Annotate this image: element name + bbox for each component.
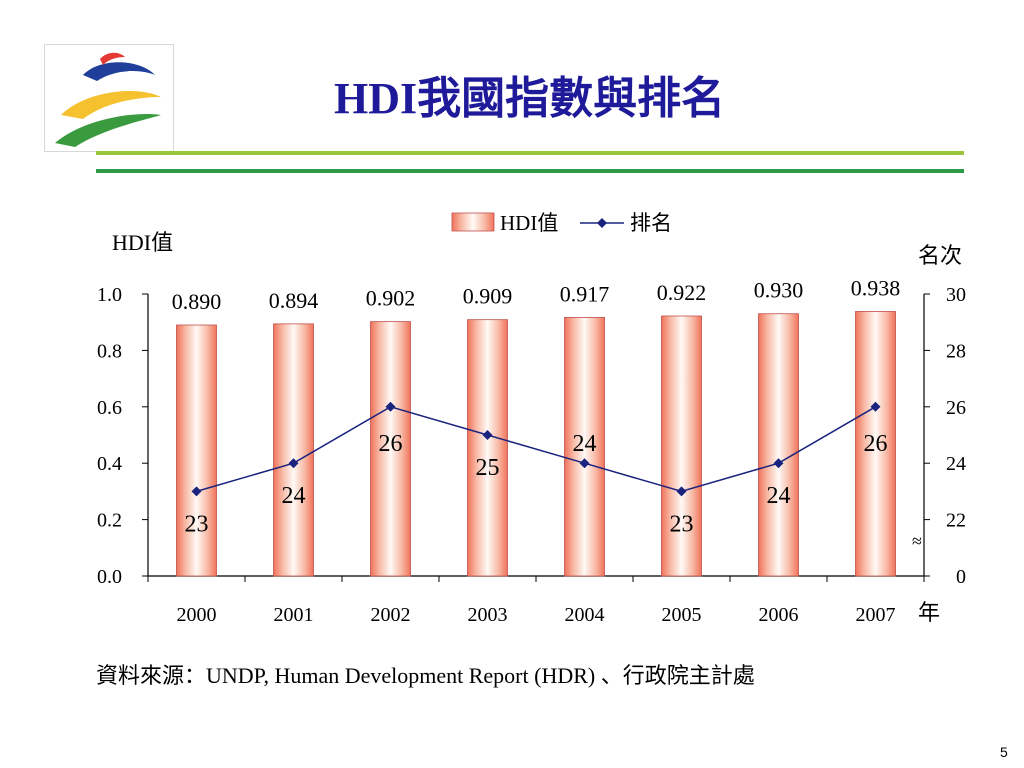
bar-value-label: 0.902 [366, 286, 416, 311]
legend-label-bar: HDI值 [500, 211, 558, 235]
x-tick-label: 2004 [565, 604, 605, 626]
bar [661, 315, 702, 577]
page-number: 5 [1000, 744, 1008, 760]
chart-axes: 0.0 0.2 0.4 0.6 0.8 1.0 HDI值 0 22 24 26 28 30 ≈ 名次 2000… [97, 230, 966, 626]
bar [370, 321, 411, 577]
y-tick-label-right: 26 [946, 397, 966, 419]
bar-value-label: 0.922 [657, 280, 707, 305]
page-title: HDI我國指數與排名 [334, 74, 726, 123]
y2-axis-title: 名次 [918, 243, 962, 268]
y-tick-label-left: 0.8 [97, 340, 122, 362]
rank-point [579, 458, 590, 469]
bar [855, 311, 896, 577]
y-tick-label-right: 24 [946, 453, 966, 475]
bar-series [176, 311, 896, 577]
bar [467, 319, 508, 577]
y-tick-label-left: 1.0 [97, 284, 122, 306]
x-tick-label: 2003 [468, 604, 508, 626]
legend-label-line: 排名 [630, 211, 672, 235]
y-tick-label-left: 0.0 [97, 566, 122, 588]
rank-point [773, 458, 784, 469]
bar [176, 324, 217, 577]
rank-value-label: 25 [476, 455, 500, 481]
y-tick-label-right: 22 [946, 510, 966, 532]
y-tick-label-left: 0.6 [97, 397, 122, 419]
y-tick-label-right: 28 [946, 340, 966, 362]
legend-marker-icon [597, 218, 607, 228]
header-rule-bottom [96, 169, 964, 173]
bar-value-label: 0.890 [172, 289, 222, 314]
bar-value-label: 0.917 [560, 281, 610, 306]
bar [564, 317, 605, 577]
rank-line [196, 405, 876, 493]
bar [758, 313, 799, 577]
rank-point [870, 401, 881, 412]
header-rule-top [96, 151, 964, 155]
x-tick-label: 2002 [371, 604, 411, 626]
x-tick-label: 2005 [662, 604, 702, 626]
x-tick-label: 2007 [856, 604, 896, 626]
axis-break-icon: ≈ [912, 531, 922, 551]
y-tick-label-right: 0 [956, 566, 966, 588]
x-axis-title: 年 [918, 600, 940, 625]
bar-value-label: 0.909 [463, 284, 513, 309]
bar-value-label: 0.938 [851, 275, 901, 300]
y-axis-title: HDI值 [112, 230, 173, 255]
chart-legend: HDI值 排名 [451, 211, 672, 235]
bar-value-label: 0.930 [754, 278, 804, 303]
logo [44, 44, 174, 152]
x-tick-label: 2001 [274, 604, 314, 626]
bar [273, 323, 314, 577]
source-note: 資料來源：UNDP, Human Development Report (HDR… [96, 663, 755, 688]
rank-value-label: 23 [185, 511, 209, 537]
y-tick-label-left: 0.4 [97, 453, 122, 475]
y-tick-label-right: 30 [946, 284, 966, 306]
line-series [191, 401, 881, 497]
rank-value-label: 26 [379, 431, 403, 457]
rank-point [385, 401, 396, 412]
rank-point [482, 430, 493, 440]
rank-point [191, 486, 202, 497]
data-labels: 0.890 0.894 0.902 0.909 0.917 0.922 0.930 0.938… [172, 275, 901, 537]
rank-value-label: 23 [670, 511, 694, 537]
x-tick-label: 2000 [177, 604, 217, 626]
rank-value-label: 24 [573, 431, 597, 457]
rank-value-label: 26 [864, 431, 888, 457]
logo-mark-icon [55, 52, 161, 147]
rank-value-label: 24 [282, 483, 306, 509]
bar-value-label: 0.894 [269, 288, 319, 313]
rank-point [676, 486, 687, 497]
rank-point [288, 458, 299, 469]
rank-value-label: 24 [767, 483, 791, 509]
y-tick-label-left: 0.2 [97, 510, 122, 532]
legend-swatch-bar [451, 212, 495, 232]
x-tick-label: 2006 [759, 604, 799, 626]
